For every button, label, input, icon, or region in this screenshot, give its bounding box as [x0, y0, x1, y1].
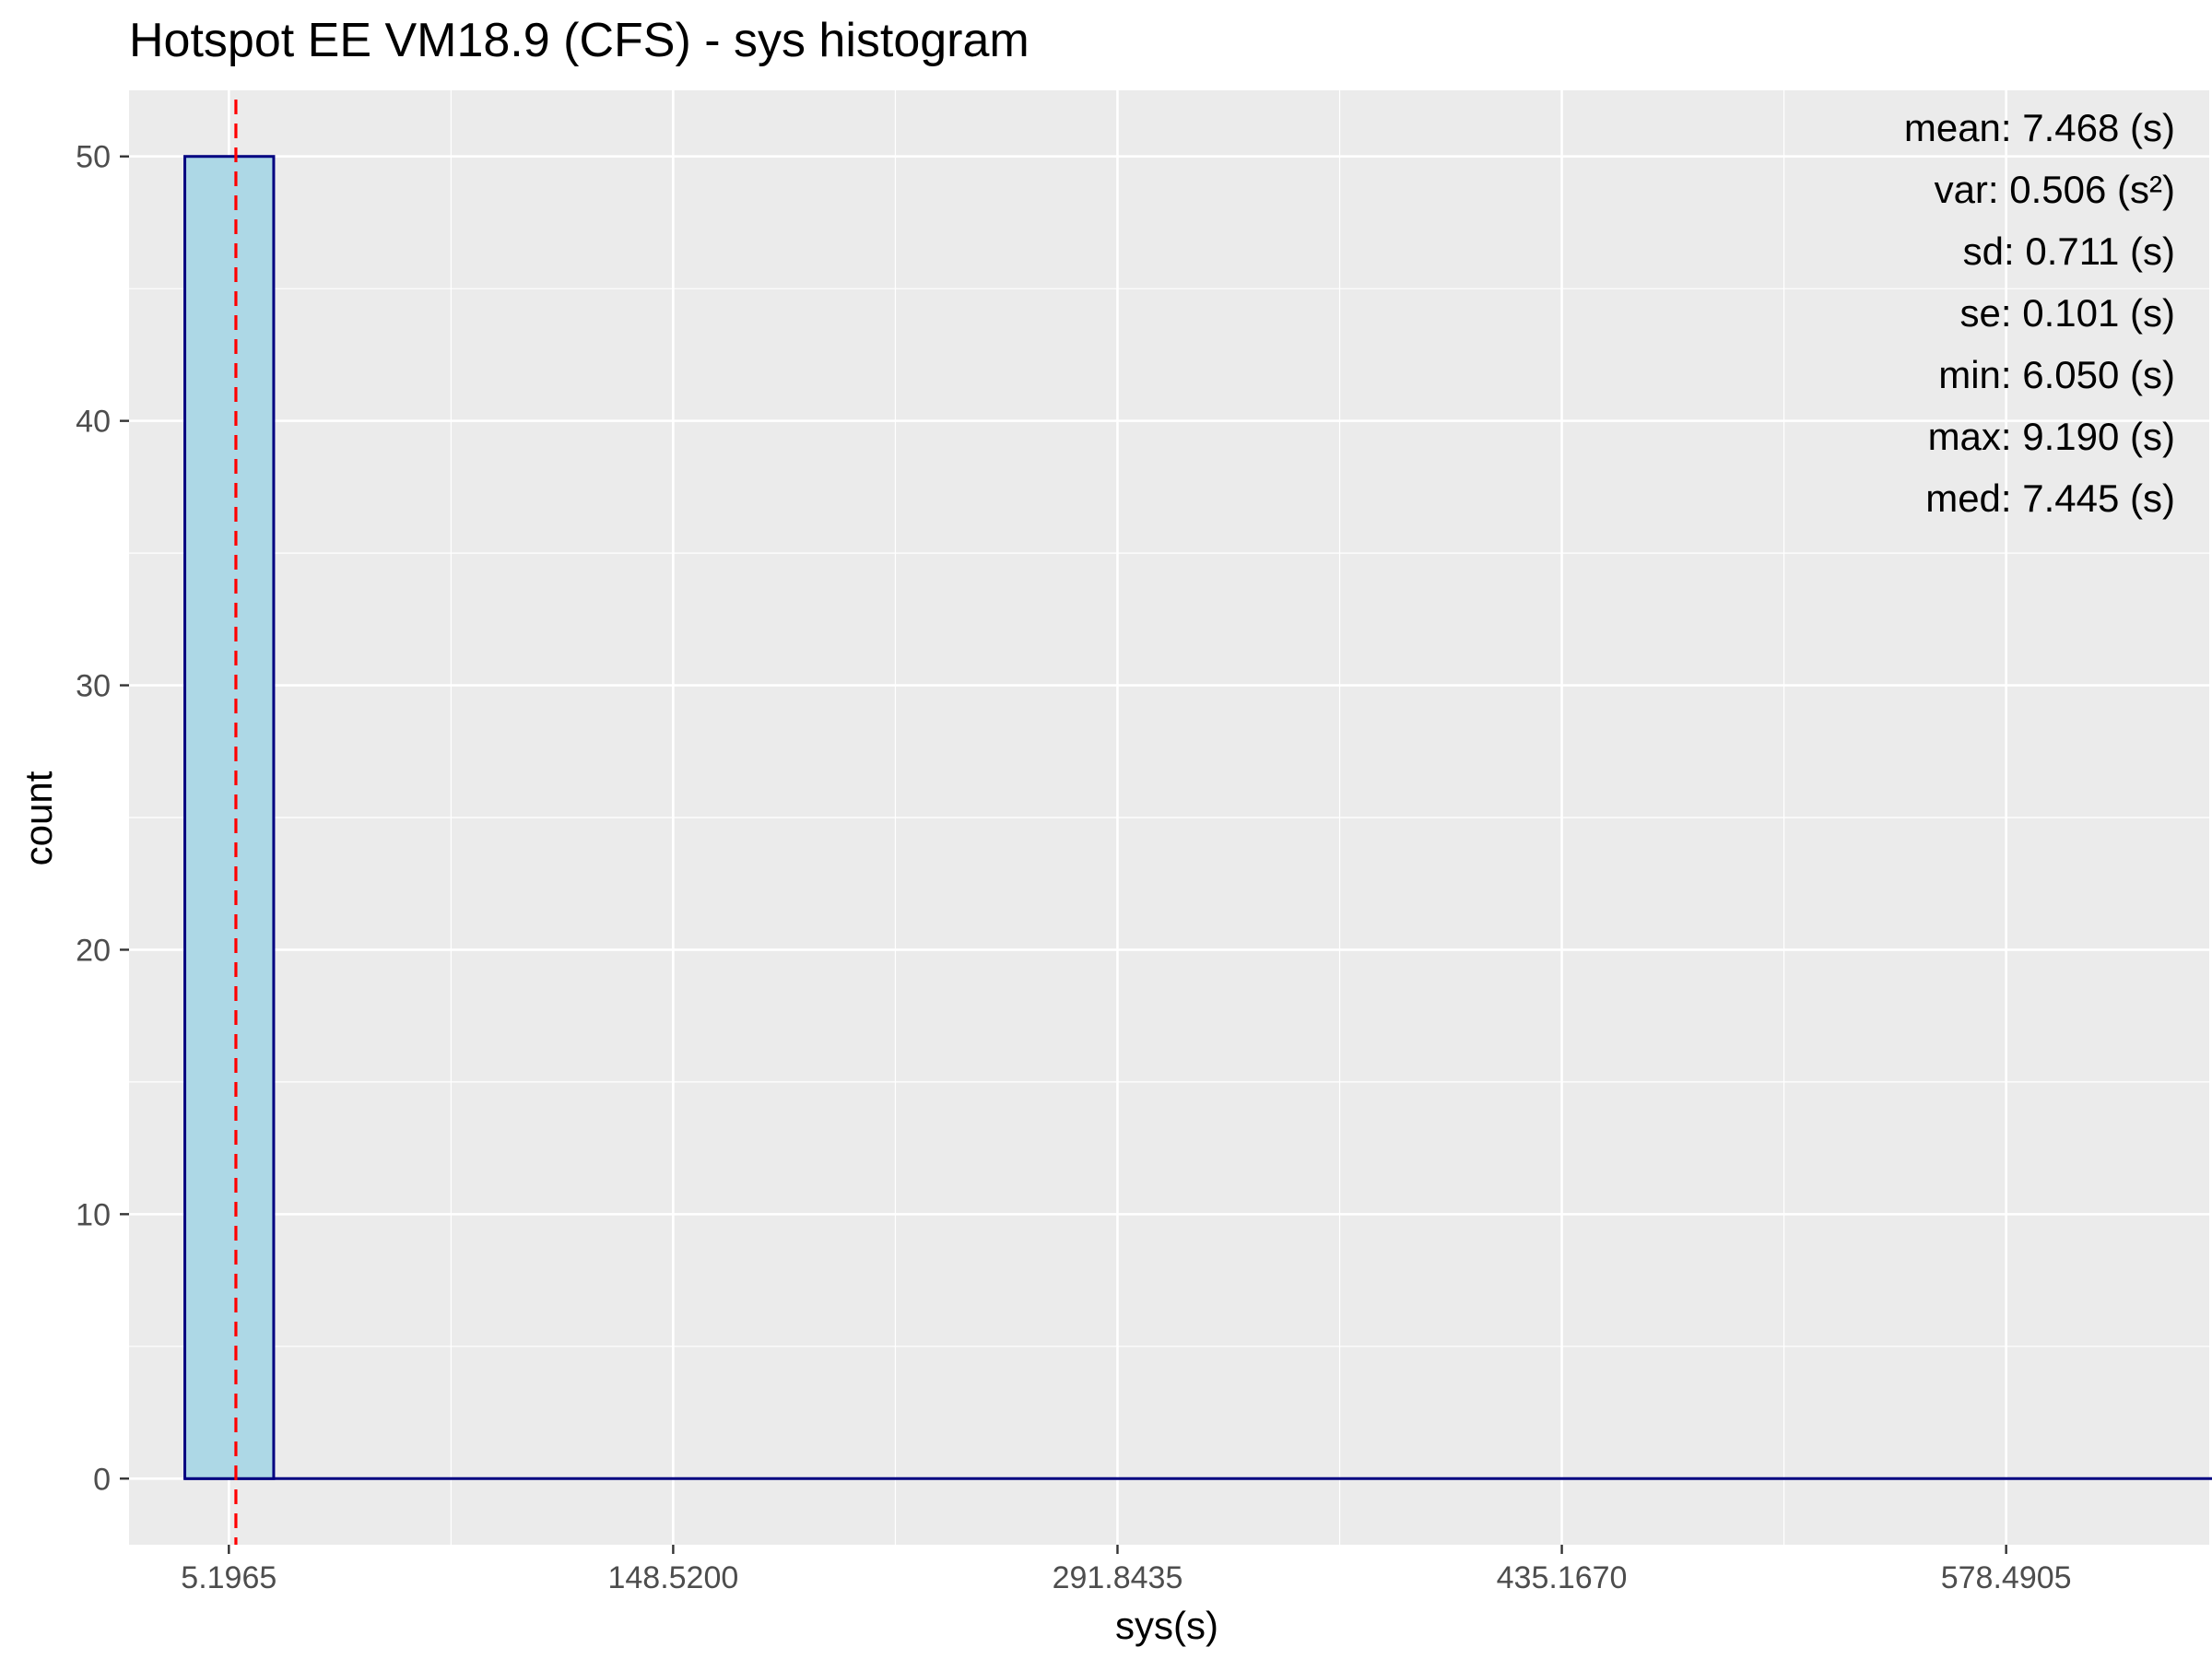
x-axis-ticks: 5.1965 148.5200 291.8435 435.1670 578.4905 — [181, 1545, 2072, 1595]
y-tick-label: 50 — [76, 140, 111, 175]
stat-line: var: 0.506 (s²) — [1935, 168, 2175, 211]
stat-line: mean: 7.468 (s) — [1904, 106, 2175, 149]
stat-line: med: 7.445 (s) — [1925, 477, 2175, 520]
x-tick-label: 435.1670 — [1497, 1560, 1628, 1595]
x-tick-label: 148.5200 — [607, 1560, 738, 1595]
y-tick-label: 0 — [93, 1462, 111, 1497]
x-tick-label: 5.1965 — [181, 1560, 276, 1595]
stat-line: max: 9.190 (s) — [1928, 415, 2175, 458]
stats-annotation: mean: 7.468 (s) var: 0.506 (s²) sd: 0.711 … — [1904, 106, 2175, 520]
x-axis-title: sys(s) — [1115, 1604, 1218, 1647]
histogram-bar — [183, 155, 276, 1480]
histogram-bars — [183, 155, 2212, 1480]
y-axis-title: count — [17, 771, 60, 865]
y-tick-label: 20 — [76, 933, 111, 968]
y-axis-ticks: 0 10 20 30 40 50 — [76, 140, 129, 1497]
y-tick-label: 30 — [76, 669, 111, 704]
x-tick-label: 291.8435 — [1053, 1560, 1183, 1595]
chart-title: Hotspot EE VM18.9 (CFS) - sys histogram — [129, 14, 1030, 67]
grid-minor — [129, 90, 2209, 1545]
stat-line: sd: 0.711 (s) — [1963, 229, 2175, 273]
y-tick-label: 40 — [76, 405, 111, 440]
stat-line: min: 6.050 (s) — [1938, 353, 2175, 396]
x-tick-label: 578.4905 — [1941, 1560, 2072, 1595]
y-tick-label: 10 — [76, 1197, 111, 1232]
stat-line: se: 0.101 (s) — [1960, 291, 2175, 335]
